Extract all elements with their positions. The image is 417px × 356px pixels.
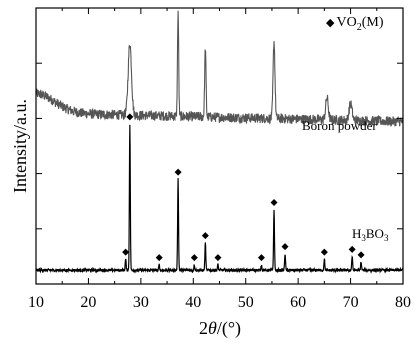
vo2-marker-8 — [270, 198, 278, 206]
x-axis-label-two: 2 — [199, 318, 208, 338]
marker-layer — [122, 113, 365, 262]
vo2-marker-10 — [320, 248, 328, 256]
h3bo3-sub-2: 3 — [384, 233, 389, 243]
vo2-marker-12 — [357, 251, 365, 259]
vo2-marker-7 — [257, 254, 265, 262]
vo2-marker-6 — [214, 254, 222, 262]
x-tick-label: 80 — [395, 294, 411, 311]
series-line-h3bo3 — [35, 124, 404, 274]
x-axis-label-unit: /(°) — [217, 318, 241, 339]
h3bo3-sub-1: 3 — [361, 233, 366, 243]
vo2-marker-5 — [201, 232, 209, 240]
legend-suffix: (M) — [362, 15, 384, 30]
h3bo3-bo: BO — [366, 226, 384, 241]
legend-diamond-icon: ◆ — [326, 17, 335, 29]
vo2-marker-4 — [190, 254, 198, 262]
vo2-marker-0 — [122, 248, 130, 256]
series-layer — [35, 10, 404, 274]
series-line-boron-powder — [35, 10, 404, 128]
vo2-marker-9 — [281, 243, 289, 251]
x-tick-label: 70 — [343, 294, 359, 311]
x-tick-labels: 10 20 30 40 50 60 70 80 — [28, 294, 411, 311]
vo2-marker-1 — [126, 113, 134, 121]
x-tick-label: 40 — [185, 294, 201, 311]
x-axis-label: 2θ/(°) — [199, 318, 241, 339]
x-tick-label: 20 — [80, 294, 96, 311]
series-label-boron-powder: Boron powder — [302, 118, 377, 133]
x-axis-label-theta: θ — [208, 318, 217, 338]
legend-entry: ◆ VO2(M) — [326, 15, 384, 33]
legend-prefix: VO — [336, 15, 356, 30]
vo2-marker-11 — [348, 245, 356, 253]
vo2-marker-2 — [155, 254, 163, 262]
series-label-h3bo3: H3BO3 — [352, 226, 389, 243]
h3bo3-h: H — [352, 226, 361, 241]
vo2-marker-3 — [174, 168, 182, 176]
ticks-layer — [35, 8, 404, 284]
x-tick-label: 10 — [28, 294, 44, 311]
legend-subscript: 2 — [357, 22, 362, 33]
x-tick-label: 60 — [290, 294, 306, 311]
x-tick-label: 50 — [238, 294, 254, 311]
x-tick-label: 30 — [133, 294, 149, 311]
y-axis-label: Intensity/a.u. — [10, 99, 30, 193]
